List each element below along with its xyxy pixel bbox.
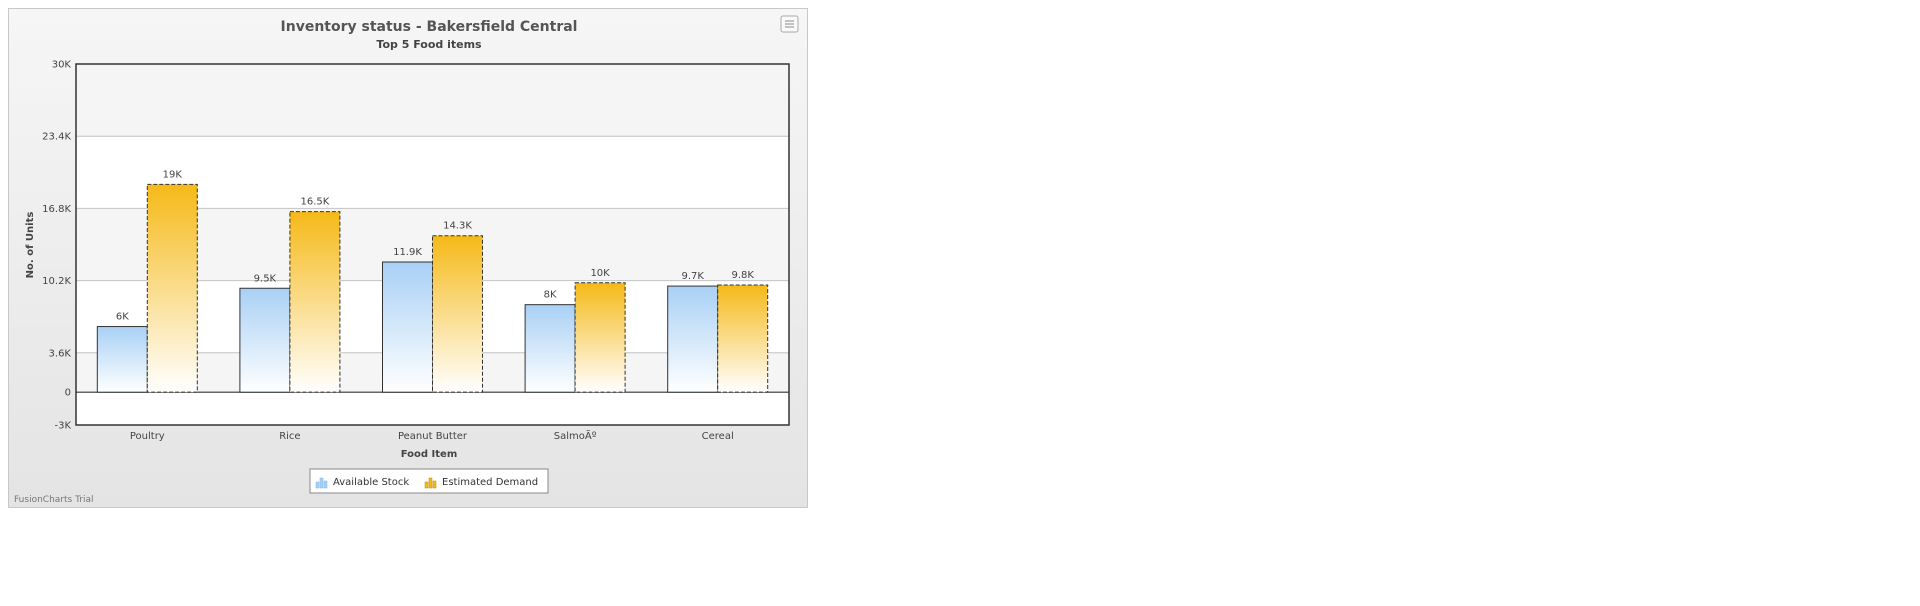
bar-chart-icon (315, 477, 328, 489)
bar-available-stock (239, 287, 291, 393)
legend-swatch-bar (424, 481, 429, 489)
data-label: 9.5K (254, 273, 277, 284)
legend-swatch-bar (428, 477, 433, 489)
legend: Available Stock Estimated Demand (309, 468, 549, 494)
bar-estimated-demand (289, 211, 341, 393)
x-tick-label: SalmoÃº (554, 429, 597, 442)
bar-available-stock (382, 261, 433, 393)
y-tick-label: 23.4K (42, 132, 71, 143)
bar-available-stock (524, 304, 576, 393)
bar-estimated-demand (146, 183, 198, 393)
bar-estimated-demand (717, 284, 769, 393)
chart-container: Inventory status - Bakersfield Central T… (8, 8, 808, 508)
legend-label: Estimated Demand (442, 477, 538, 488)
hamburger-menu-icon (785, 20, 794, 28)
bar-available-stock (96, 326, 148, 393)
bar-available-stock (667, 285, 719, 393)
chart-subtitle: Top 5 Food items (376, 38, 482, 51)
data-label: 9.8K (731, 270, 754, 281)
legend-swatch-bar (432, 480, 437, 489)
data-label: 19K (163, 169, 183, 180)
bar-estimated-demand (432, 235, 483, 393)
data-label: 16.5K (300, 197, 329, 208)
data-label: 9.7K (681, 271, 704, 282)
menu-button[interactable] (780, 15, 799, 33)
bars (96, 183, 769, 393)
x-tick-label: Cereal (702, 431, 734, 442)
y-tick-label: 30K (52, 60, 72, 71)
bar-chart-icon (424, 477, 437, 489)
legend-label: Available Stock (333, 477, 409, 488)
x-tick-label: Rice (279, 431, 300, 442)
y-tick-label: -3K (54, 421, 71, 432)
bar-estimated-demand (574, 282, 626, 393)
x-tick-label: Peanut Butter (398, 431, 468, 442)
legend-item-available-stock: Available Stock (315, 477, 409, 489)
y-axis-ticks: 30K 23.4K 16.8K 10.2K 3.6K 0 -3K (42, 60, 71, 432)
footer-text: FusionCharts Trial (14, 495, 93, 505)
plot-border (75, 63, 790, 426)
legend-item-estimated-demand: Estimated Demand (424, 477, 538, 489)
chart-title: Inventory status - Bakersfield Central (281, 19, 578, 35)
bar-chart: Inventory status - Bakersfield Central T… (14, 15, 799, 505)
grid-band (76, 64, 789, 137)
data-label: 6K (116, 312, 129, 323)
data-label: 11.9K (393, 247, 422, 258)
x-tick-label: Poultry (130, 431, 165, 442)
legend-swatch-bar (315, 481, 320, 489)
data-label: 10K (590, 268, 610, 279)
x-axis-categories: Poultry Rice Peanut Butter SalmoÃº Cereal (130, 429, 734, 442)
y-tick-label: 10.2K (42, 276, 71, 287)
value-labels: 6K 19K 9.5K 16.5K 11.9K 14.3K 8K 10K 9.7K 9.8K (116, 169, 755, 322)
data-label: 14.3K (443, 221, 472, 232)
y-tick-label: 16.8K (42, 204, 71, 215)
data-label: 8K (544, 290, 557, 301)
legend-swatch-bar (319, 477, 324, 489)
y-tick-label: 0 (65, 388, 71, 399)
y-axis-title: No. of Units (25, 212, 36, 279)
legend-swatch-bar (323, 480, 328, 489)
y-tick-label: 3.6K (49, 348, 72, 359)
x-axis-title: Food Item (401, 449, 458, 460)
